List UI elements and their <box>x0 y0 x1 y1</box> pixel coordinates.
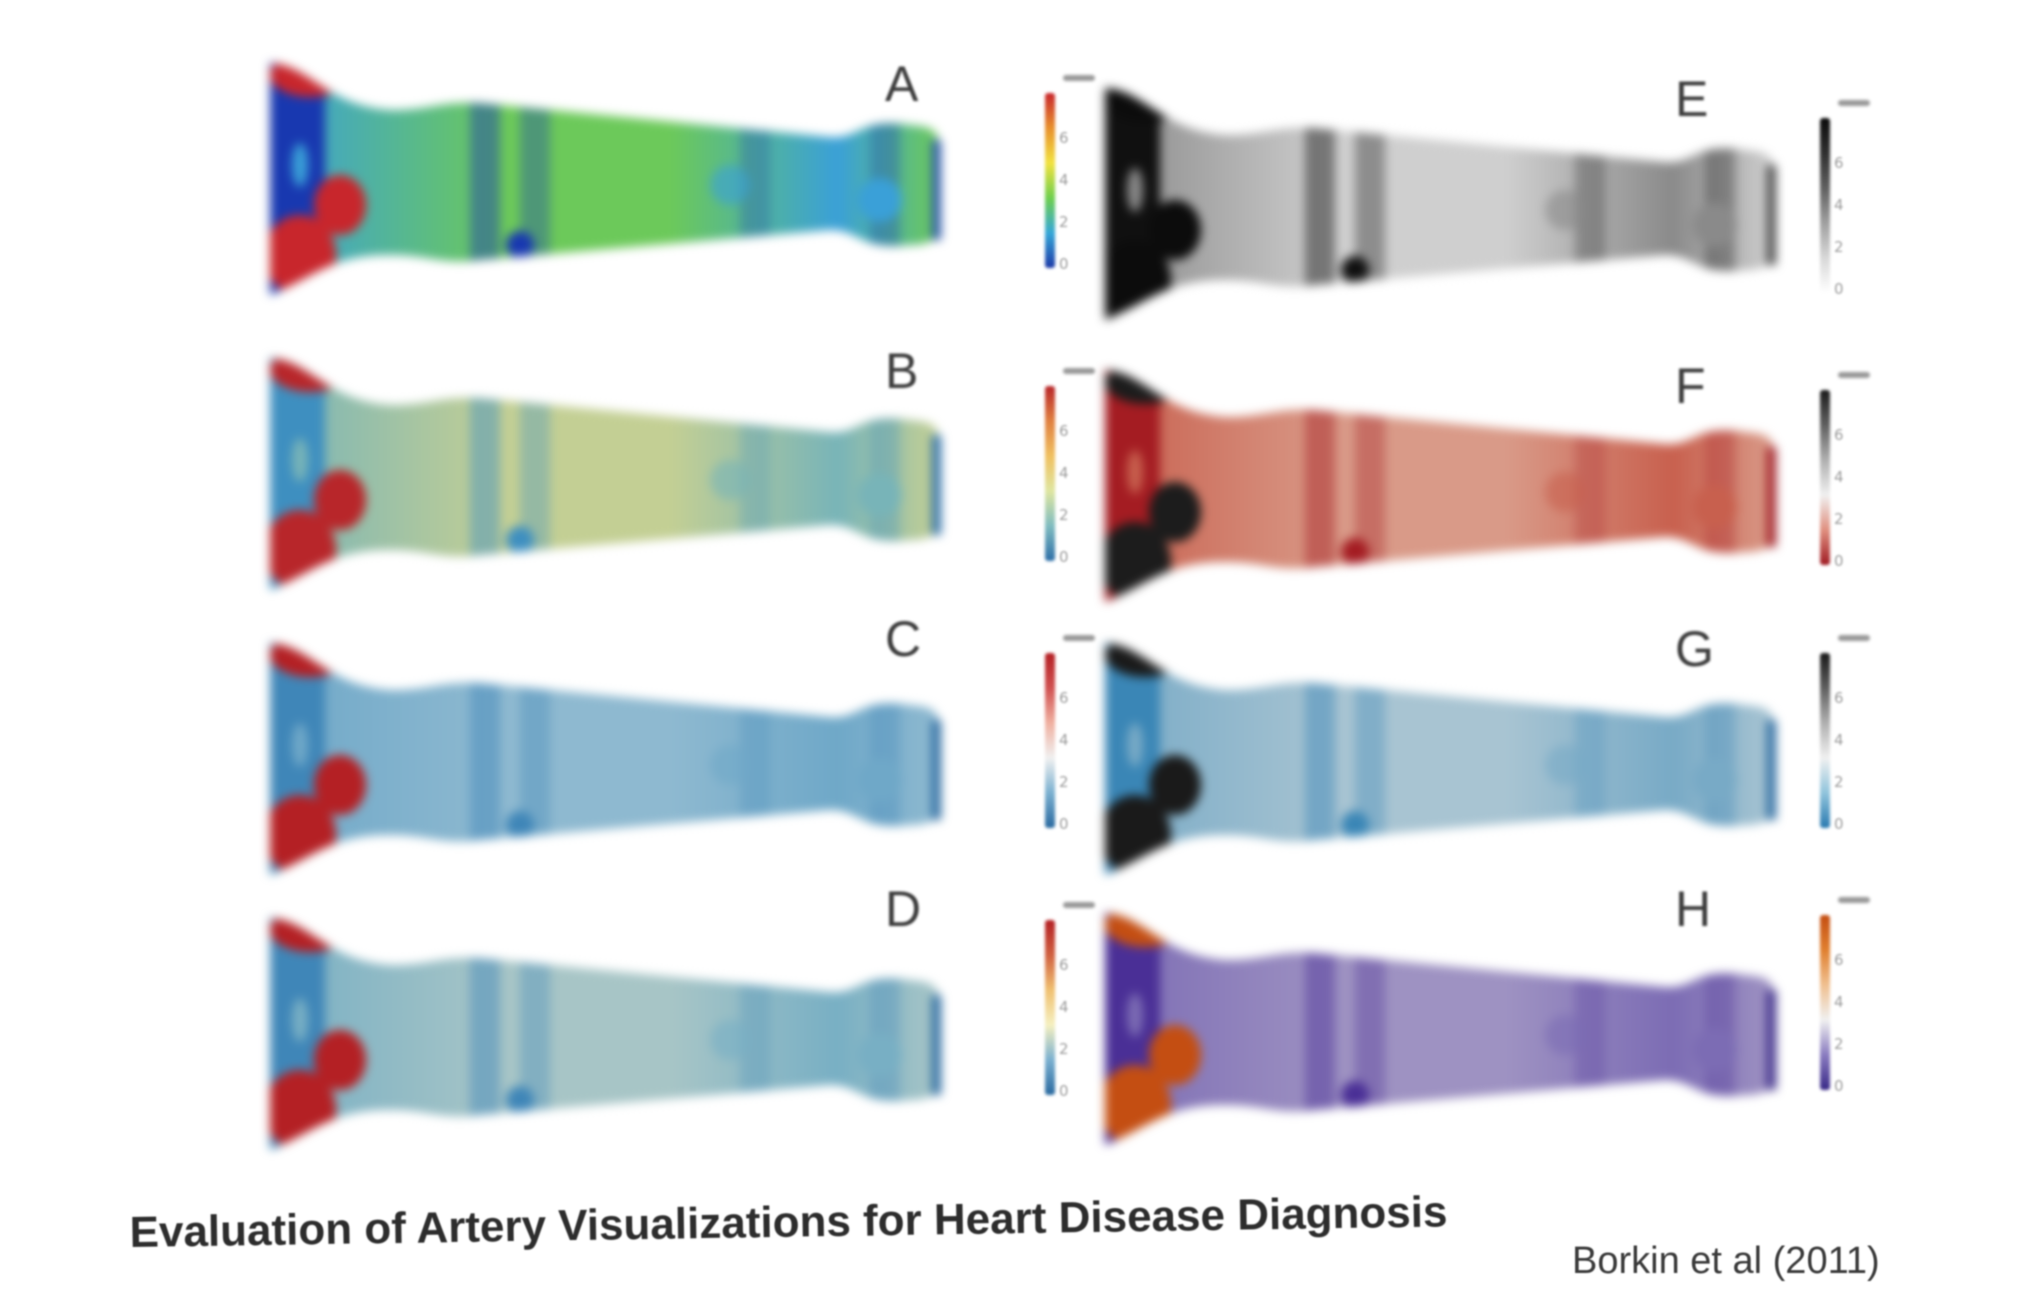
panel-label: A <box>885 56 919 112</box>
panel-label: C <box>885 611 922 667</box>
colorbar-tick-label: 2 <box>1059 773 1069 791</box>
colorbar-tick-label: 0 <box>1834 552 1844 570</box>
colorbar-cap <box>1063 635 1095 641</box>
colorbar-gradient <box>1820 390 1830 565</box>
colorbar-cap <box>1838 100 1870 106</box>
artery-heatmap <box>270 918 941 1150</box>
colorbar-tick-label: 4 <box>1834 196 1844 214</box>
panel-label: G <box>1675 621 1714 677</box>
colorbar-tick-label: 6 <box>1834 689 1844 707</box>
panel-g: G 0 2 4 6 <box>1105 621 1870 890</box>
panel-f: F 0 2 4 6 <box>1105 358 1870 617</box>
colorbar-tick-label: 6 <box>1834 426 1844 444</box>
colorbar-gradient <box>1820 118 1830 293</box>
panel-c: C 0 2 4 6 <box>270 611 1095 890</box>
panel-label: B <box>885 343 919 399</box>
colorbar-tick-label: 2 <box>1834 1035 1844 1053</box>
colorbar-tick-label: 0 <box>1059 1082 1069 1100</box>
colorbar: 0 2 4 6 <box>1800 100 1870 300</box>
colorbar-tick-label: 4 <box>1834 468 1844 486</box>
colorbar-tick-label: 2 <box>1834 773 1844 791</box>
colorbar-tick-label: 6 <box>1059 689 1069 707</box>
colorbar-tick-label: 2 <box>1834 238 1844 256</box>
panel-h: H 0 2 4 6 <box>1105 881 1870 1160</box>
artery-heatmap <box>1105 88 1776 320</box>
colorbar: 0 2 4 6 <box>1800 635 1870 835</box>
colorbar: 0 2 4 6 <box>1025 75 1095 275</box>
colorbar-tick-label: 4 <box>1059 998 1069 1016</box>
panel-label: F <box>1675 358 1706 414</box>
artery-heatmap <box>1105 913 1776 1145</box>
colorbar-gradient <box>1045 653 1055 828</box>
artery-heatmap <box>270 643 941 875</box>
colorbar-cap <box>1063 368 1095 374</box>
panel-e: E 0 2 4 6 <box>1105 71 1870 335</box>
colorbar-tick-label: 6 <box>1834 951 1844 969</box>
colorbar-tick-label: 6 <box>1059 422 1069 440</box>
citation: Borkin et al (2011) <box>1572 1240 1880 1282</box>
panel-label: E <box>1675 71 1709 127</box>
colorbar-gradient <box>1045 386 1055 561</box>
colorbar-tick-label: 0 <box>1059 548 1069 566</box>
colorbar-tick-label: 2 <box>1059 213 1069 231</box>
colorbar-tick-label: 6 <box>1059 129 1069 147</box>
colorbar: 0 2 4 6 <box>1025 635 1095 835</box>
panel-d: D 0 2 4 6 <box>270 881 1095 1165</box>
colorbar-tick-label: 4 <box>1059 171 1069 189</box>
colorbar-tick-label: 0 <box>1059 255 1069 273</box>
colorbar-cap <box>1063 75 1095 81</box>
colorbar-tick-label: 0 <box>1834 280 1844 298</box>
colorbar-tick-label: 2 <box>1059 506 1069 524</box>
colorbar-cap <box>1063 902 1095 908</box>
artery-heatmap <box>1105 370 1776 602</box>
artery-heatmap <box>270 63 941 295</box>
colorbar-cap <box>1838 897 1870 903</box>
panel-b: B 0 2 4 6 <box>270 343 1095 605</box>
panel-label: H <box>1675 881 1712 937</box>
colorbar: 0 2 4 6 <box>1025 902 1095 1102</box>
colorbar-cap <box>1838 635 1870 641</box>
colorbar: 0 2 4 6 <box>1025 368 1095 568</box>
colorbar-cap <box>1838 372 1870 378</box>
artery-heatmap <box>1105 643 1776 875</box>
colorbar-tick-label: 4 <box>1834 993 1844 1011</box>
colorbar-tick-label: 0 <box>1059 815 1069 833</box>
slide-title: Evaluation of Artery Visualizations for … <box>129 1187 1448 1258</box>
colorbar-tick-label: 4 <box>1059 464 1069 482</box>
colorbar: 0 2 4 6 <box>1800 372 1870 572</box>
panel-a: A 0 2 4 6 <box>270 55 1095 310</box>
colorbar: 0 2 4 6 <box>1800 897 1870 1097</box>
colorbar-gradient <box>1045 93 1055 268</box>
colorbar-tick-label: 6 <box>1059 956 1069 974</box>
colorbar-tick-label: 0 <box>1834 815 1844 833</box>
colorbar-tick-label: 2 <box>1834 510 1844 528</box>
colorbar-tick-label: 4 <box>1059 731 1069 749</box>
colorbar-gradient <box>1820 915 1830 1090</box>
colorbar-gradient <box>1045 920 1055 1095</box>
colorbar-tick-label: 6 <box>1834 154 1844 172</box>
panel-label: D <box>885 881 922 937</box>
colorbar-tick-label: 0 <box>1834 1077 1844 1095</box>
colorbar-tick-label: 2 <box>1059 1040 1069 1058</box>
colorbar-tick-label: 4 <box>1834 731 1844 749</box>
artery-heatmap <box>270 358 941 590</box>
colorbar-gradient <box>1820 653 1830 828</box>
